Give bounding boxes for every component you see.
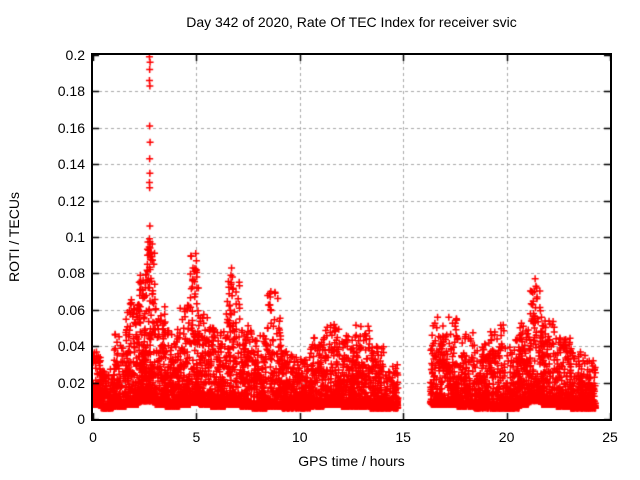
y-tick-label-0: 0 [77, 411, 85, 427]
y-tick-label-0.14: 0.14 [57, 156, 85, 173]
x-tick-label-0: 0 [89, 429, 97, 445]
y-tick-label-0.18: 0.18 [57, 83, 85, 100]
y-tick-label-0.12: 0.12 [57, 192, 85, 209]
plot-area [91, 53, 612, 421]
y-tick-label-0.06: 0.06 [57, 301, 85, 318]
chart-title: Day 342 of 2020, Rate Of TEC Index for r… [186, 14, 517, 30]
y-tick-label-0.04: 0.04 [57, 338, 85, 355]
y-tick-label-0.16: 0.16 [57, 119, 85, 136]
x-axis-label: GPS time / hours [298, 453, 405, 469]
y-tick-label-0.02: 0.02 [57, 374, 85, 391]
x-tick-label-5: 5 [192, 429, 201, 445]
plot-canvas [93, 55, 610, 419]
x-tick-label-25: 25 [602, 429, 618, 445]
x-tick-label-15: 15 [395, 429, 411, 445]
x-tick-label-10: 10 [292, 429, 308, 445]
y-tick-label-0.2: 0.2 [65, 47, 85, 63]
y-tick-label-0.08: 0.08 [57, 265, 85, 282]
y-axis-label-text: ROTI / TECUs [6, 192, 22, 282]
x-tick-label-20: 20 [498, 429, 515, 445]
y-tick-label-0.1: 0.1 [65, 229, 85, 245]
